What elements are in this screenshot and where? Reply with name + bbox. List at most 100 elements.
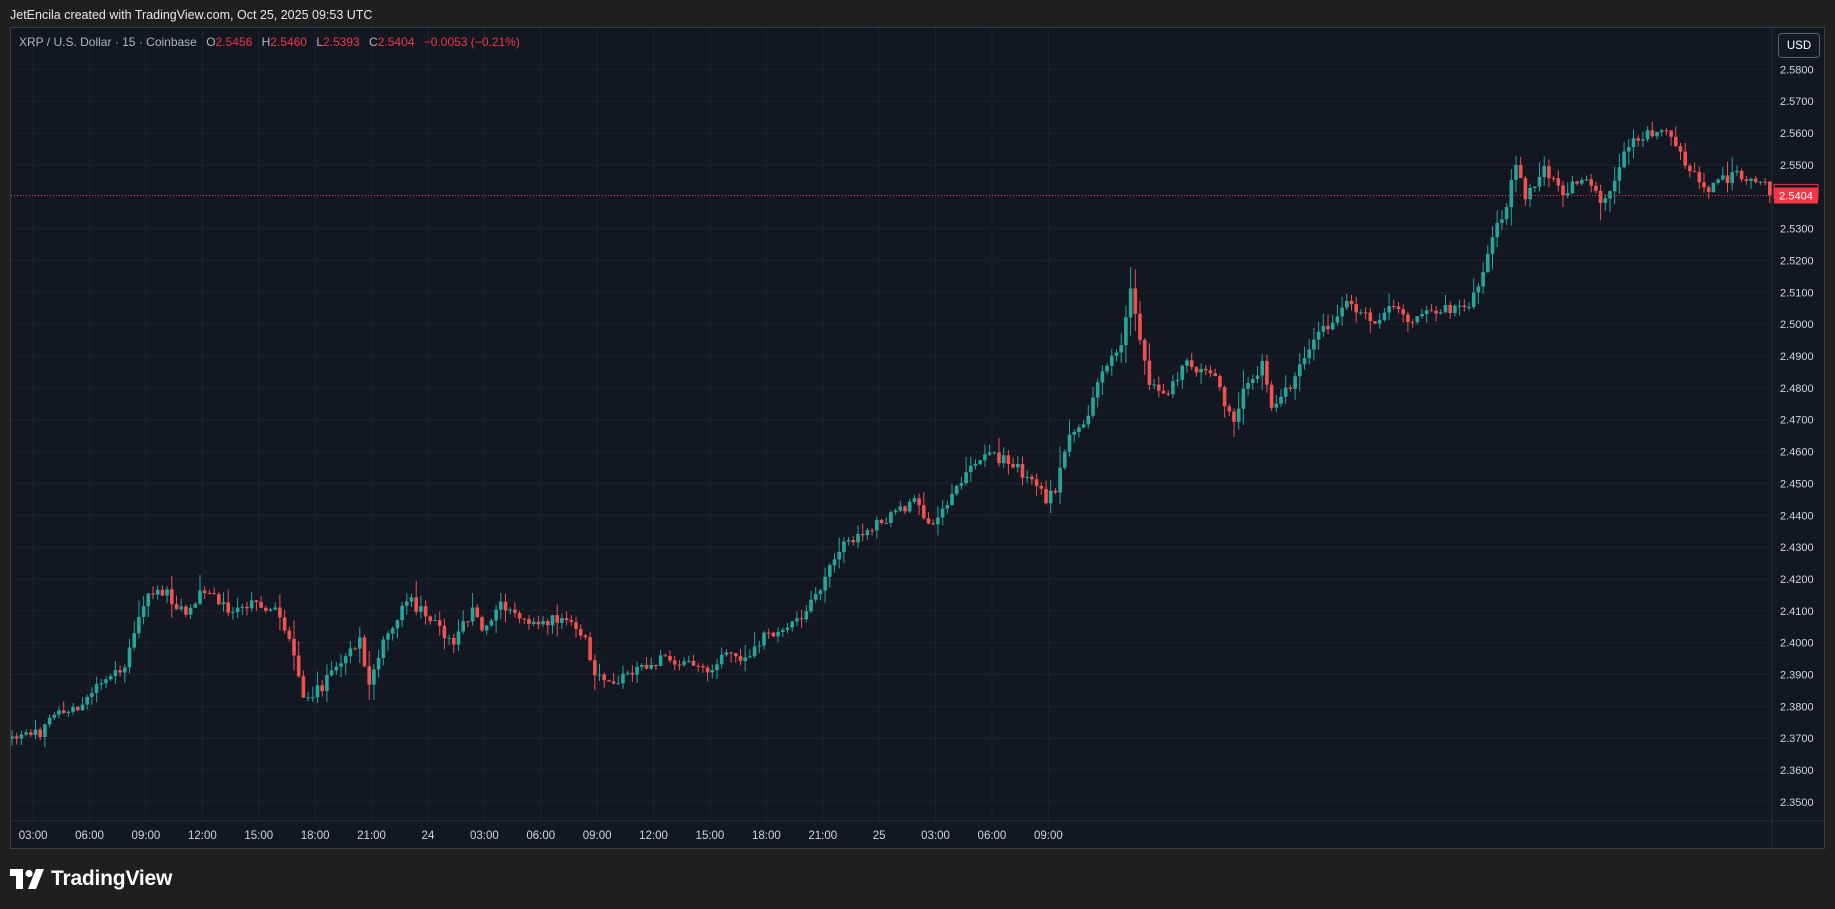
candle-body-down	[555, 615, 559, 623]
candle-body-down	[851, 540, 856, 543]
y-tick-label: 2.4900	[1780, 351, 1814, 363]
candle-body-up	[1453, 305, 1457, 313]
chart-frame[interactable]: 2.3500 2.3600 2.3700 2.3800 2.3900 2.4000 2.41…	[10, 27, 1825, 849]
candle-body-down	[1706, 187, 1711, 193]
candle-body-up	[71, 706, 75, 712]
candle-body-down	[118, 670, 122, 673]
candle-body-down	[705, 667, 710, 673]
candle-body-up	[221, 602, 226, 605]
candle-body-up	[1631, 138, 1636, 148]
candle-body-up	[419, 606, 423, 612]
candle-body-down	[1227, 406, 1232, 412]
candle-body-up	[823, 576, 827, 591]
candle-body-up	[550, 615, 555, 626]
candle-body-up	[1025, 476, 1029, 478]
candle-body-up	[52, 714, 57, 718]
candle-body-up	[682, 661, 686, 665]
candle-body-down	[593, 660, 597, 676]
x-tick-label: 24	[422, 830, 435, 842]
symbol-title[interactable]: XRP / U.S. Dollar · 15 · Coinbase	[19, 35, 197, 49]
candle-body-down	[1410, 322, 1415, 324]
candle-body-up	[889, 512, 893, 523]
x-tick-label: 06:00	[75, 830, 104, 842]
candle-body-up	[1274, 403, 1279, 408]
x-tick-label: 15:00	[244, 830, 273, 842]
candle-body-down	[1363, 312, 1368, 314]
candle-body-down	[1401, 309, 1405, 315]
candle-body-up	[1471, 292, 1476, 307]
candle-body-up	[1001, 455, 1006, 464]
candle-body-down	[320, 685, 324, 692]
candle-body-up	[1340, 307, 1344, 317]
candle-body-up	[1251, 379, 1255, 383]
candle-body-up	[108, 676, 113, 680]
candle-body-up	[1730, 172, 1734, 183]
candle-body-up	[240, 606, 245, 608]
candle-body-down	[1462, 305, 1467, 308]
candle-body-down	[588, 637, 592, 661]
candle-body-down	[611, 681, 616, 684]
candle-body-up	[137, 616, 141, 634]
candle-body-up	[1382, 312, 1387, 320]
candle-body-down	[1288, 387, 1293, 389]
x-tick-label: 03:00	[19, 830, 48, 842]
change-value: −0.0053 (−0.21%)	[423, 35, 520, 49]
candle-body-up	[1312, 339, 1316, 350]
candle-body-up	[1415, 316, 1420, 323]
candle-body-up	[1063, 451, 1067, 468]
price-chart[interactable]: 2.3500 2.3600 2.3700 2.3800 2.3900 2.4000 2.41…	[11, 28, 1824, 848]
y-tick-label: 2.5500	[1780, 160, 1814, 172]
candle-body-down	[1650, 130, 1655, 137]
candle-body-up	[1420, 313, 1424, 317]
candle-body-up	[560, 618, 564, 623]
candle-body-up	[99, 683, 104, 685]
candle-body-down	[860, 533, 865, 536]
y-tick-label: 2.5600	[1780, 128, 1814, 140]
candle-body-down	[1157, 384, 1161, 391]
candle-body-up	[19, 734, 24, 739]
candle-body-down	[607, 680, 611, 682]
y-tick-label: 2.4200	[1780, 574, 1814, 586]
candle-body-up	[447, 637, 451, 639]
candle-body-up	[1711, 182, 1716, 193]
candle-body-down	[254, 600, 259, 603]
candle-body-down	[437, 620, 442, 626]
candle-body-up	[1486, 253, 1490, 273]
currency-button[interactable]: USD	[1778, 33, 1820, 58]
candle-body-up	[625, 672, 630, 674]
candle-body-down	[1213, 373, 1217, 377]
candle-body-down	[1161, 390, 1166, 394]
candle-body-up	[1716, 179, 1720, 183]
candle-body-up	[1260, 360, 1264, 376]
candle-body-up	[884, 522, 888, 524]
x-tick-label: 09:00	[132, 830, 161, 842]
candle-body-up	[433, 620, 437, 622]
candle-body-down	[536, 621, 541, 625]
candle-body-down	[212, 593, 216, 595]
tradingview-logo[interactable]: TradingView	[10, 866, 172, 892]
candle-body-up	[1185, 360, 1189, 366]
candle-body-up	[43, 724, 47, 737]
candle-body-up	[127, 647, 132, 668]
candle-body-up	[1533, 186, 1537, 188]
candle-body-up	[343, 656, 348, 664]
candle-body-up	[315, 685, 320, 698]
candle-body-up	[828, 565, 832, 577]
y-tick-label: 2.3900	[1780, 670, 1814, 682]
candle-body-down	[1147, 360, 1152, 385]
candle-body-up	[1298, 364, 1302, 377]
candle-body-down	[1744, 179, 1749, 181]
candle-body-up	[306, 697, 310, 699]
candle-body-down	[423, 606, 428, 617]
candle-body-down	[527, 619, 531, 624]
candle-body-up	[1095, 382, 1100, 398]
close-value: 2.5404	[377, 35, 415, 49]
candle-body-down	[76, 706, 80, 711]
candle-body-down	[160, 589, 165, 596]
candle-body-up	[898, 506, 903, 511]
candle-body-up	[381, 639, 386, 658]
candle-body-up	[66, 711, 71, 713]
candle-body-down	[1044, 488, 1048, 504]
candle-body-down	[879, 519, 884, 524]
candle-body-down	[644, 664, 649, 669]
